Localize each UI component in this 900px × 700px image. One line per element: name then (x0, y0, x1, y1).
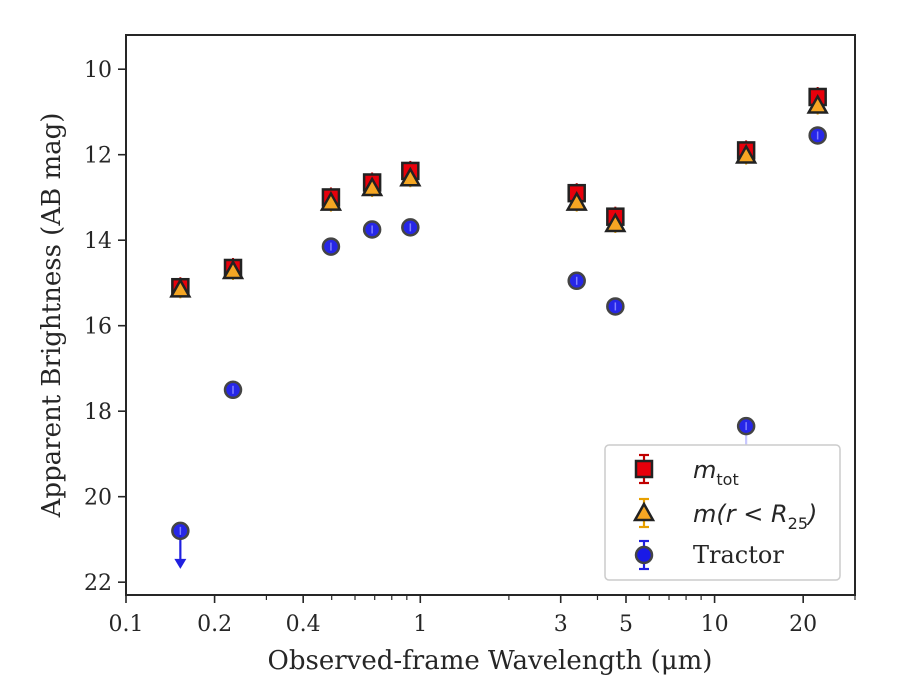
mr25-point (360, 176, 384, 197)
legend: mtot m(r < R25) Tractor (604, 444, 841, 581)
x-tick-label: 0.4 (286, 612, 321, 637)
x-tick-label: 0.2 (197, 612, 232, 637)
y-axis-label: Apparent Brightness (AB mag) (37, 113, 67, 519)
mr25-point (319, 191, 343, 211)
legend-mtot-marker (634, 459, 654, 479)
mr25-point (806, 93, 829, 114)
legend-tractor-swatch (634, 545, 654, 565)
mr25-point (565, 191, 588, 211)
y-tick-label: 16 (84, 315, 112, 340)
x-tick-label: 1 (413, 612, 427, 637)
series-tractor (171, 126, 827, 569)
marks-layer (169, 86, 829, 569)
y-tick-label: 20 (84, 486, 112, 511)
legend-label-mr25: m(r < R25) (693, 500, 817, 533)
legend-mr-sub: 25 (788, 514, 808, 533)
legend-mr-suffix: ) (806, 500, 817, 528)
legend-label-tractor: Tractor (693, 541, 784, 569)
mr25-point (604, 212, 627, 233)
legend-mtot-swatch (634, 459, 654, 479)
x-tick-label: 5 (619, 612, 633, 637)
mr25-point (169, 277, 192, 298)
upper-limit-arrowhead (174, 558, 187, 569)
legend-swatches (632, 453, 656, 571)
legend-mr25-swatch (632, 501, 656, 522)
series-mtot (171, 86, 827, 298)
mr25-point (221, 259, 245, 280)
x-tick-label: 10 (701, 612, 729, 637)
x-axis-label: Observed-frame Wavelength (μm) (268, 646, 713, 676)
x-tick-label: 0.1 (109, 612, 144, 637)
legend-mtot-base: m (693, 456, 716, 484)
legend-mtot-sub: tot (716, 470, 738, 489)
series-mr25 (169, 93, 829, 299)
legend-mr-prefix: m(r < R (693, 500, 788, 528)
y-tick-label: 12 (84, 144, 112, 169)
legend-mr25-marker (632, 501, 656, 522)
y-tick-label: 22 (84, 571, 112, 596)
legend-label-mtot: mtot (693, 456, 739, 489)
y-tick-label: 18 (84, 400, 112, 425)
mr25-point (735, 143, 758, 164)
x-tick-label: 3 (554, 612, 568, 637)
legend-tractor-marker (634, 545, 654, 565)
legend-box (604, 444, 841, 581)
mr25-point (399, 166, 422, 187)
ticks-layer: 0.1 0.2 0.4 1 3 5 10 20 10 12 14 16 18 20 22 (84, 58, 856, 637)
y-tick-label: 10 (84, 58, 112, 83)
y-tick-label: 14 (84, 229, 112, 254)
plot-frame (125, 34, 856, 596)
x-tick-label: 20 (789, 612, 817, 637)
